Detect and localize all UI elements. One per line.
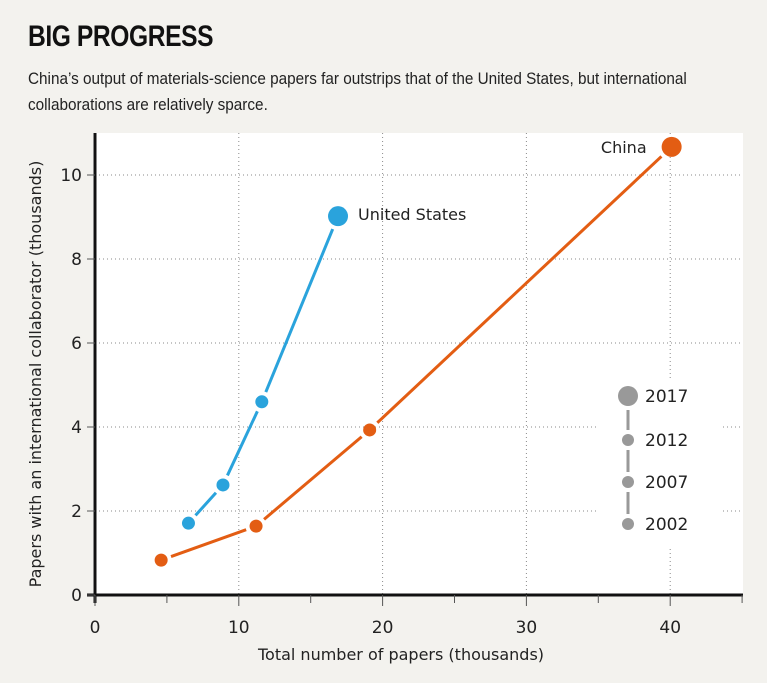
- data-point: [255, 395, 269, 409]
- data-point: [181, 516, 195, 530]
- x-tick-label: 30: [516, 618, 538, 638]
- data-point: [661, 136, 682, 157]
- data-point: [328, 206, 349, 227]
- series-label: China: [601, 138, 647, 157]
- y-tick-label: 6: [71, 334, 82, 354]
- legend-label: 2007: [645, 473, 688, 493]
- series-line-segment: [264, 228, 335, 393]
- x-tick-label: 20: [372, 618, 394, 638]
- x-tick-label: 0: [90, 618, 101, 638]
- y-tick-label: 2: [71, 502, 82, 522]
- series-line-segment: [170, 528, 247, 559]
- series-line-segment: [194, 491, 218, 517]
- series-china: China: [154, 136, 682, 567]
- x-axis-label: Total number of papers (thousands): [257, 645, 544, 664]
- series-group: United States China: [154, 136, 682, 567]
- y-tick-label: 10: [60, 166, 82, 186]
- legend-marker: [622, 434, 634, 446]
- series-united-states: United States: [181, 205, 466, 530]
- series-label: United States: [358, 205, 466, 224]
- y-tick-label: 4: [71, 418, 82, 438]
- x-tick-label: 10: [228, 618, 250, 638]
- data-point: [249, 519, 263, 533]
- legend-label: 2012: [645, 431, 688, 451]
- x-tick-label: 40: [659, 618, 681, 638]
- y-axis-label: Papers with an international collaborato…: [26, 161, 45, 588]
- legend-label: 2017: [645, 387, 688, 407]
- data-point: [154, 553, 168, 567]
- y-tick-label: 0: [71, 586, 82, 606]
- legend-marker: [622, 476, 634, 488]
- y-tick-label: 8: [71, 250, 82, 270]
- axes: 0 2 4 6 8 10 0 10 20 30 40: [60, 133, 743, 638]
- data-point: [363, 423, 377, 437]
- chart-title: BIG PROGRESS: [28, 20, 214, 53]
- legend-marker: [618, 386, 638, 406]
- chart-subtitle: China’s output of materials-science pape…: [28, 69, 687, 114]
- series-line-segment: [263, 435, 363, 521]
- legend-background: [598, 378, 720, 548]
- series-line-segment: [376, 155, 663, 424]
- series-line-segment: [226, 410, 259, 477]
- legend-marker: [622, 518, 634, 530]
- data-point: [216, 478, 230, 492]
- legend: 2017 2012 2007 2002: [618, 386, 688, 535]
- legend-label: 2002: [645, 515, 688, 535]
